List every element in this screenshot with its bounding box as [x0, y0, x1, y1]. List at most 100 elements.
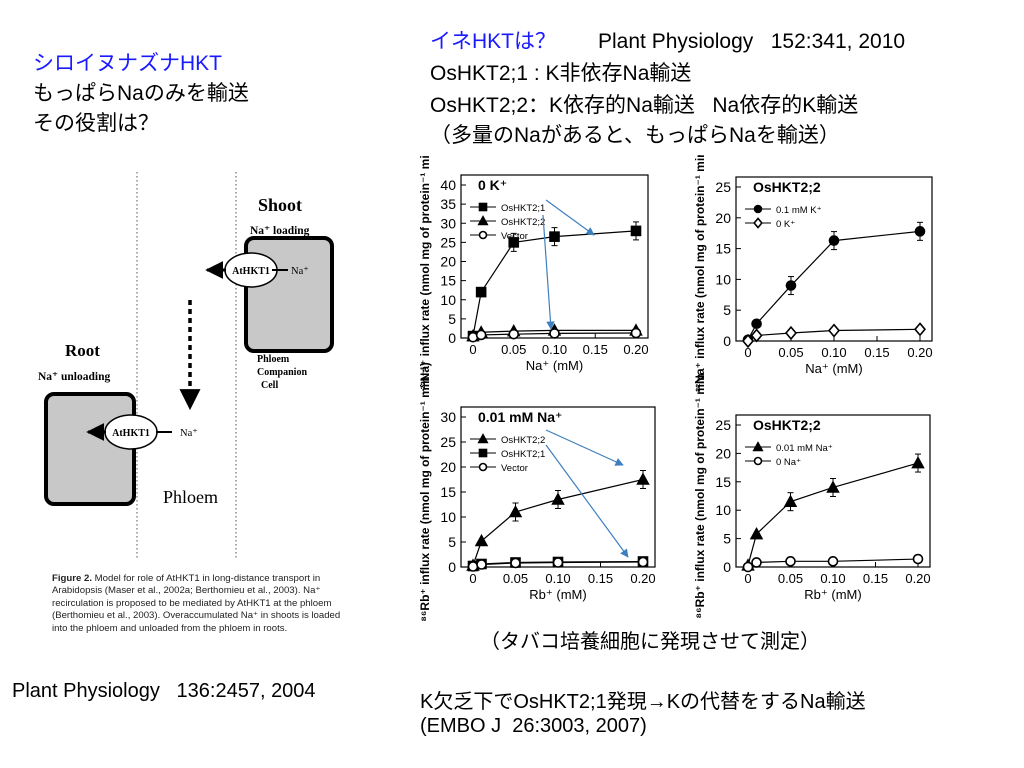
- data-point: [549, 328, 560, 339]
- legend-label: 0.1 mM K⁺: [776, 205, 822, 216]
- x-tick-label: 0.20: [905, 571, 930, 586]
- root-na-ion: Na⁺: [180, 428, 198, 439]
- y-tick-label: 5: [723, 302, 731, 318]
- legend-marker: [753, 204, 763, 214]
- legend-marker: [477, 215, 489, 226]
- x-tick-label: 0.05: [778, 345, 803, 360]
- y-tick-label: 25: [440, 434, 456, 450]
- y-tick-label: 10: [440, 509, 456, 525]
- data-point: [828, 323, 840, 338]
- root-label: Root: [65, 341, 100, 360]
- y-tick-label: 0: [723, 559, 731, 575]
- data-point: [508, 237, 520, 248]
- data-point: [750, 328, 763, 343]
- data-point: [475, 329, 487, 341]
- y-tick-label: 15: [440, 484, 456, 500]
- x-tick-label: 0.10: [542, 342, 567, 357]
- phloem-label: Phloem: [163, 487, 218, 507]
- x-axis-label: Na⁺ (mM): [526, 358, 583, 373]
- data-point: [912, 553, 924, 565]
- data-point: [785, 325, 797, 341]
- conclusion-line1: K欠乏下でOsHKT2;1発現→Kの代替をするNa輸送: [420, 691, 866, 713]
- data-point: [552, 557, 564, 568]
- shoot-na-ion: Na⁺: [291, 266, 309, 277]
- data-point: [742, 561, 754, 573]
- data-point: [751, 318, 762, 330]
- chart-frame: [460, 174, 649, 339]
- data-point: [785, 280, 797, 291]
- data-point: [475, 286, 487, 298]
- data-point: [742, 333, 754, 349]
- y-axis-label: ²²Na⁺ influx rate (nmol mg of protein⁻¹ …: [418, 155, 432, 389]
- panel-title: 0 K⁺: [478, 177, 507, 193]
- data-point: [476, 559, 487, 570]
- y-tick-label: 30: [440, 409, 456, 425]
- y-tick-label: 5: [448, 534, 456, 550]
- arrow-to-oshkt21-rb: [545, 444, 629, 558]
- right-line2: OsHKT2;2：K依存的Na輸送 Na依存的K輸送: [430, 94, 859, 117]
- left-title-line2: もっぱらNaのみを輸送: [33, 82, 249, 105]
- arrow-to-oshkt21-na: [545, 199, 595, 236]
- shoot-transporter-label: AtHKT1: [232, 266, 270, 277]
- left-title-line3: その役割は？: [33, 112, 159, 135]
- data-point: [826, 480, 840, 493]
- x-tick-label: 0: [469, 342, 476, 357]
- x-tick-label: 0.05: [503, 571, 528, 586]
- chart-panel-2: 0 5 10 15 20 25 0 0.05 0.10 0.15 0.20 Na⁺ (mM) ²²Na⁺…: [693, 155, 933, 392]
- x-tick-label: 0: [744, 345, 751, 360]
- athkt1-model-diagram: Shoot Na⁺ loading AtHKT1 Na⁺ Phloem Comp…: [38, 172, 334, 560]
- y-tick-label: 20: [715, 445, 731, 461]
- phloem-companion-label-2: Companion: [257, 367, 307, 378]
- y-tick-label: 25: [440, 234, 456, 250]
- right-citation: Plant Physiology 152:341, 2010: [598, 30, 906, 53]
- legend-label: 0 K⁺: [776, 219, 795, 230]
- y-tick-label: 40: [440, 177, 456, 193]
- phloem-companion-label-1: Phloem: [257, 354, 290, 365]
- phloem-companion-label-3: Cell: [261, 380, 278, 391]
- y-tick-label: 5: [448, 311, 456, 327]
- x-tick-label: 0.05: [501, 342, 526, 357]
- legend-marker: [752, 441, 764, 452]
- x-tick-label: 0.10: [545, 571, 570, 586]
- chart-frame: [735, 176, 933, 342]
- legend-label: OsHKT2;1: [501, 203, 545, 214]
- root-cell: [44, 392, 136, 506]
- y-tick-label: 0: [448, 330, 456, 346]
- data-point: [474, 533, 489, 547]
- root-transporter-label: AtHKT1: [112, 428, 150, 439]
- x-tick-label: 0: [469, 571, 476, 586]
- data-point: [510, 557, 521, 569]
- legend-marker: [478, 462, 488, 472]
- panel-title: 0.01 mM Na⁺: [478, 409, 562, 425]
- legend-label: Vector: [501, 463, 528, 474]
- caption-label: Figure 2.: [52, 573, 92, 584]
- data-point: [751, 557, 762, 568]
- left-citation: Plant Physiology 136:2457, 2004: [12, 680, 316, 702]
- x-tick-label: 0.05: [778, 571, 803, 586]
- x-tick-label: 0: [744, 571, 751, 586]
- data-point: [637, 556, 649, 568]
- annotation-arrows: [542, 199, 629, 558]
- x-tick-label: 0.20: [623, 342, 648, 357]
- data-point: [508, 504, 523, 518]
- y-tick-label: 15: [440, 273, 456, 289]
- y-tick-label: 35: [440, 196, 456, 212]
- panel-title: OsHKT2;2: [753, 417, 821, 433]
- arrow-to-oshkt22-rb: [545, 429, 624, 466]
- x-tick-label: 0.20: [907, 345, 932, 360]
- legend-label: OsHKT2;2: [501, 217, 545, 228]
- data-point: [636, 472, 650, 485]
- caption-text: Model for role of AtHKT1 in long-distanc…: [52, 573, 341, 634]
- x-axis-label: Na⁺ (mM): [805, 361, 862, 376]
- data-point: [549, 231, 560, 242]
- y-tick-label: 10: [715, 502, 731, 518]
- data-point: [630, 327, 642, 339]
- x-tick-label: 0.20: [630, 571, 655, 586]
- x-axis-label: Rb⁺ (mM): [804, 587, 861, 602]
- x-tick-label: 0.15: [863, 571, 888, 586]
- data-point: [783, 494, 798, 507]
- conclusion-line2: (EMBO J 26:3003, 2007): [420, 715, 647, 737]
- legend-marker: [753, 217, 763, 229]
- chart-panel-4: 0 5 10 15 20 25 0 0.05 0.10 0.15 0.20 Rb⁺ (mM) ⁸⁶Rb⁺…: [693, 373, 931, 618]
